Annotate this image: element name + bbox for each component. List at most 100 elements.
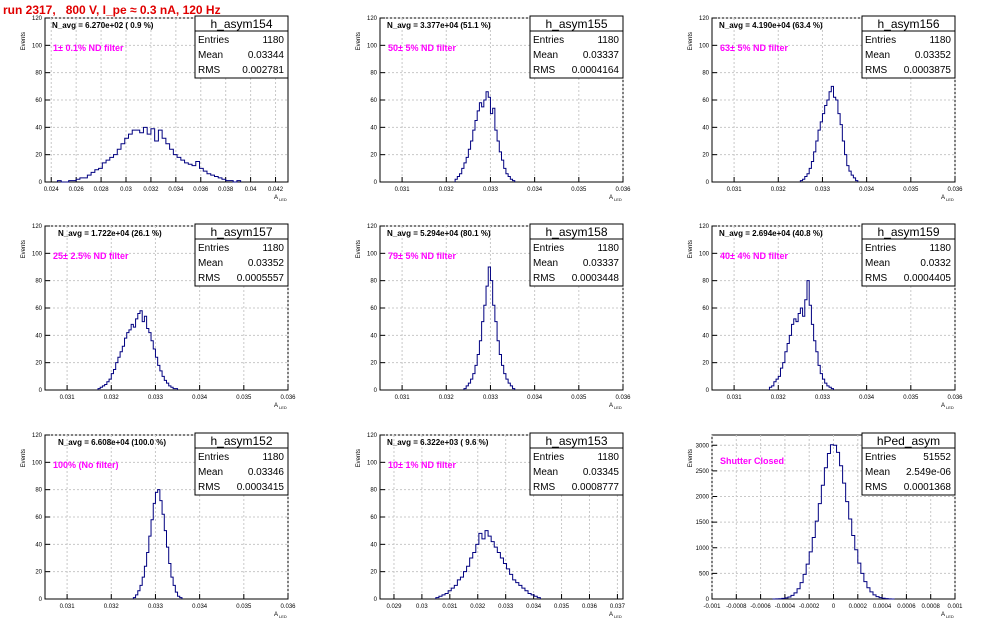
x-tick-label: 0.024 [44,187,60,193]
y-tick-label: 20 [702,153,709,159]
x-tick-label: 0.0004 [873,604,892,610]
stats-value-rms: 0.002781 [242,65,284,76]
stats-label-rms: RMS [198,273,221,284]
y-tick-label: 2500 [696,469,710,475]
stats-value-rms: 0.0004405 [904,273,952,284]
y-tick-label: 60 [702,98,709,104]
x-tick-label: 0.035 [903,187,919,193]
y-tick-label: 100 [699,43,710,49]
stats-value-mean: 0.03352 [248,258,285,269]
x-tick-label: 0.0006 [897,604,916,610]
y-tick-label: 120 [699,224,710,230]
histogram-panel-h_asym158: 0 20 40 60 80 100 120 0.031 0.032 0.033 0.034 0.035… [356,223,631,410]
y-axis-label: Events [356,32,362,50]
x-axis-label: A [609,403,613,409]
y-tick-label: 20 [702,361,709,367]
stats-value-rms: 0.0008777 [572,482,620,493]
histogram-panel-h_asym156: 0 20 40 60 80 100 120 0.031 0.032 0.033 0.034 0.035… [688,15,963,202]
filter-annotation: 63± 5% ND filter [720,43,788,53]
y-tick-label: 40 [702,333,709,339]
x-tick-label: 0.042 [268,187,284,193]
x-tick-label: 0.031 [395,395,411,401]
stats-box-name: h_asym153 [545,434,607,448]
y-tick-label: 60 [35,306,42,312]
y-tick-label: 0 [374,180,378,186]
x-tick-label: 0.036 [947,395,963,401]
stats-value-mean: 0.03337 [583,258,620,269]
histogram-panel-h_asym154: 0 20 40 60 80 100 120 0.024 0.026 0.028 0.03 0.032 0… [21,15,289,202]
y-tick-label: 20 [35,570,42,576]
y-axis-label: Events [356,240,362,258]
x-tick-label: 0.033 [498,604,514,610]
y-tick-label: 20 [370,361,377,367]
x-tick-label: 0 [832,604,836,610]
y-tick-label: 1000 [696,546,710,552]
x-tick-label: 0.038 [218,187,234,193]
x-tick-label: 0.03 [120,187,132,193]
y-tick-label: 120 [367,433,378,439]
stats-value-mean: 0.03352 [915,50,952,61]
histogram-panel-h_asym159: 0 20 40 60 80 100 120 0.031 0.032 0.033 0.034 0.035… [688,223,963,410]
y-tick-label: 80 [370,488,377,494]
x-tick-label: 0.031 [442,604,458,610]
y-axis-label: Events [688,449,694,467]
navg-text: N_avg = 6.608e+04 (100.0 %) [58,438,166,447]
stats-label-mean: Mean [198,50,223,61]
x-tick-label: -0.0006 [750,604,771,610]
y-tick-label: 60 [35,515,42,521]
x-axis-label-subscript: LED [946,197,954,202]
stats-label-mean: Mean [533,467,558,478]
x-tick-label: 0.035 [554,604,570,610]
x-tick-label: 0.033 [148,395,164,401]
x-tick-label: 0.036 [615,395,631,401]
stats-value-mean: 0.03337 [583,50,620,61]
filter-annotation: 40± 4% ND filter [720,251,788,261]
x-tick-label: 0.037 [610,604,626,610]
stats-box [194,223,289,287]
stats-value-mean: 0.0332 [920,258,951,269]
stats-box-name: h_asym155 [545,17,607,31]
stats-value-rms: 0.0004164 [572,65,620,76]
stats-value-entries: 1180 [262,35,284,46]
y-tick-label: 120 [32,433,43,439]
x-tick-label: 0.026 [69,187,85,193]
y-tick-label: 40 [370,333,377,339]
x-axis-label-subscript: LED [614,405,622,410]
histogram-line [97,310,179,390]
x-tick-label: 0.031 [727,395,743,401]
filter-annotation: 79± 5% ND filter [388,251,456,261]
y-tick-label: 40 [35,542,42,548]
y-axis-label: Events [21,449,27,467]
stats-label-entries: Entries [198,35,229,46]
histogram-line [56,126,242,183]
x-tick-label: 0.031 [60,395,76,401]
x-tick-label: 0.028 [94,187,110,193]
y-tick-label: 0 [39,388,43,394]
x-tick-label: -0.001 [703,604,721,610]
stats-value-rms: 0.0003415 [237,482,285,493]
y-tick-label: 20 [370,570,377,576]
x-tick-label: 0.033 [815,395,831,401]
x-tick-label: 0.034 [527,187,543,193]
x-tick-label: 0.032 [771,187,787,193]
y-tick-label: 100 [32,43,43,49]
histogram-line [454,91,516,182]
y-tick-label: 60 [370,515,377,521]
stats-label-mean: Mean [865,467,890,478]
x-tick-label: 0.036 [280,395,296,401]
stats-box-name: h_asym157 [210,225,272,239]
x-tick-label: 0.036 [947,187,963,193]
y-tick-label: 80 [370,279,377,285]
stats-box [194,15,289,79]
x-tick-label: 0.0008 [922,604,941,610]
x-tick-label: 0.035 [571,187,587,193]
x-tick-label: 0.036 [615,187,631,193]
x-axis-label-subscript: LED [279,405,287,410]
stats-value-mean: 0.03345 [583,467,620,478]
stats-box [194,432,289,496]
y-tick-label: 60 [370,306,377,312]
stats-box [861,223,956,287]
histogram-line [463,266,516,390]
x-tick-label: 0.035 [236,395,252,401]
